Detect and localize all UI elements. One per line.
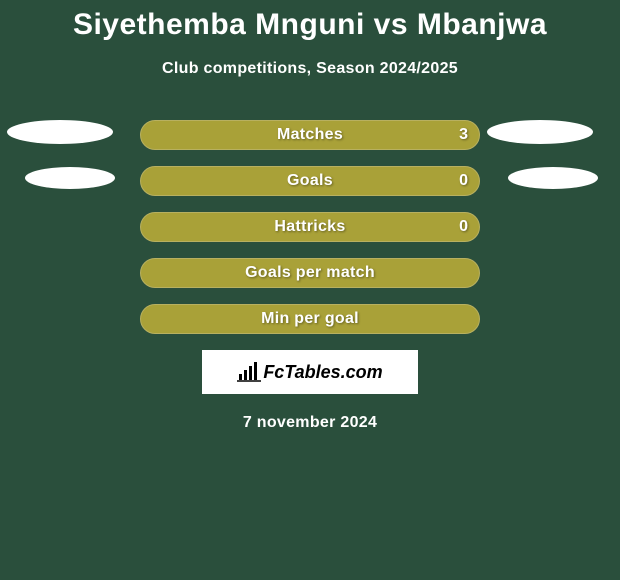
bars-container: Matches 3 Goals 0 Hattricks 0 Goals per …: [140, 120, 480, 334]
player1-marker-row2: [25, 167, 115, 189]
stat-row-goals: Goals 0: [140, 166, 480, 196]
stat-value: 0: [459, 172, 468, 190]
bar-chart-icon: [237, 362, 261, 382]
stat-label: Min per goal: [261, 310, 359, 328]
stat-row-matches: Matches 3: [140, 120, 480, 150]
stat-value: 0: [459, 218, 468, 236]
stat-label: Goals: [287, 172, 333, 190]
player2-marker-row2: [508, 167, 598, 189]
fctables-logo: FcTables.com: [202, 350, 418, 394]
logo-content: FcTables.com: [237, 362, 382, 383]
stat-value: 3: [459, 126, 468, 144]
stat-row-hattricks: Hattricks 0: [140, 212, 480, 242]
stat-label: Goals per match: [245, 264, 375, 282]
stat-row-goals-per-match: Goals per match: [140, 258, 480, 288]
player1-marker-row1: [7, 120, 113, 144]
page-subtitle: Club competitions, Season 2024/2025: [0, 60, 620, 78]
stat-row-min-per-goal: Min per goal: [140, 304, 480, 334]
stat-label: Matches: [277, 126, 343, 144]
logo-text-label: FcTables.com: [263, 362, 382, 383]
footer-date: 7 november 2024: [0, 414, 620, 432]
stat-label: Hattricks: [274, 218, 345, 236]
page-title: Siyethemba Mnguni vs Mbanjwa: [0, 0, 620, 42]
player2-marker-row1: [487, 120, 593, 144]
comparison-chart: Matches 3 Goals 0 Hattricks 0 Goals per …: [0, 120, 620, 432]
